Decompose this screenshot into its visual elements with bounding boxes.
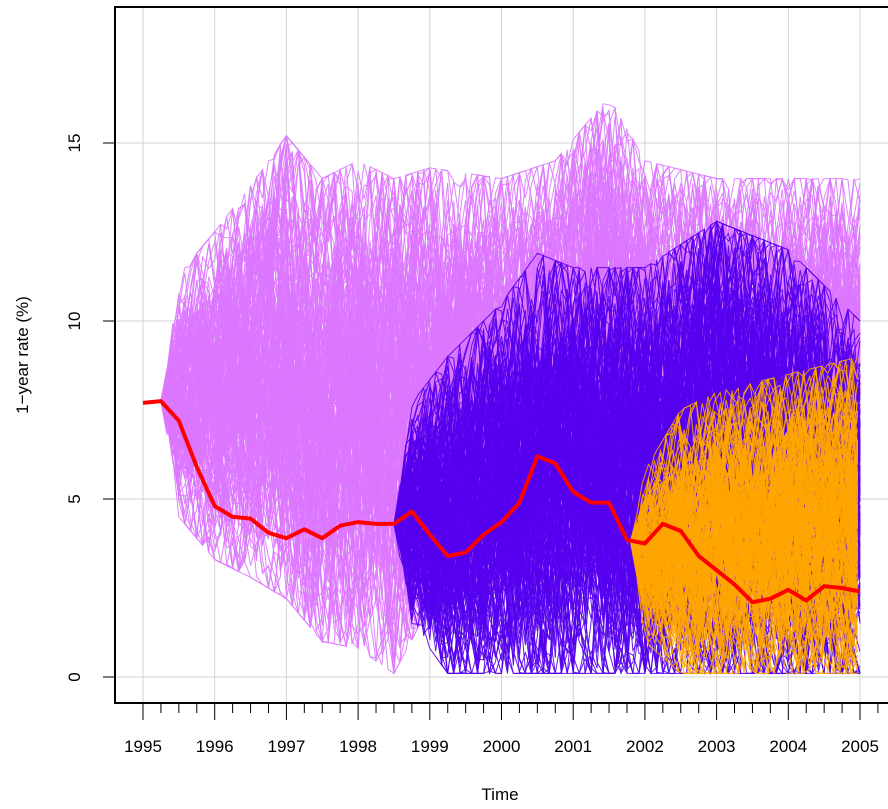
historical-series	[142, 399, 861, 605]
x-tick-label: 2000	[483, 737, 521, 756]
historical-rate-line	[142, 399, 861, 605]
y-axis-title: 1−year rate (%)	[13, 296, 32, 414]
simulated-path	[630, 420, 859, 631]
simulated-path	[630, 394, 859, 551]
simulated-path	[393, 314, 861, 674]
x-tick-label: 1998	[339, 737, 377, 756]
simulated-path	[393, 234, 861, 613]
simulated-path	[393, 223, 861, 603]
simulated-path	[630, 452, 859, 631]
simulated-path	[630, 410, 859, 674]
y-tick-label: 5	[65, 494, 84, 503]
simulated-path	[160, 170, 861, 565]
simulated-path	[160, 134, 861, 571]
simulated-path	[630, 356, 859, 597]
simulated-path	[393, 290, 861, 674]
simulated-fan-3	[630, 356, 859, 676]
simulated-path	[630, 384, 858, 571]
x-tick-label: 2003	[698, 737, 736, 756]
x-axis: 1995 1996 1997 1998 1999 2000 2001 2002 2003 2004…	[118, 702, 888, 756]
simulated-path	[630, 438, 859, 674]
x-tick-label: 1997	[267, 737, 305, 756]
x-tick-label: 2002	[626, 737, 664, 756]
y-tick-label: 10	[65, 312, 84, 331]
x-tick-label: 2004	[769, 737, 807, 756]
y-axis: 0 5 10 15	[65, 134, 115, 682]
simulated-path	[630, 360, 859, 640]
x-tick-label: 1995	[124, 737, 162, 756]
simulated-path	[630, 475, 859, 627]
simulated-path	[630, 455, 858, 596]
simulated-paths	[160, 103, 861, 676]
x-tick-label: 2001	[554, 737, 592, 756]
simulated-path	[630, 390, 859, 666]
simulated-path	[630, 428, 858, 624]
y-tick-label: 15	[65, 134, 84, 153]
x-tick-label: 1996	[196, 737, 234, 756]
y-tick-label: 0	[65, 672, 84, 681]
simulated-path	[630, 435, 859, 675]
x-tick-label: 1999	[411, 737, 449, 756]
simulated-path	[393, 275, 861, 675]
simulated-path	[630, 367, 859, 603]
x-tick-label: 2005	[841, 737, 879, 756]
x-axis-title: Time	[481, 785, 518, 804]
